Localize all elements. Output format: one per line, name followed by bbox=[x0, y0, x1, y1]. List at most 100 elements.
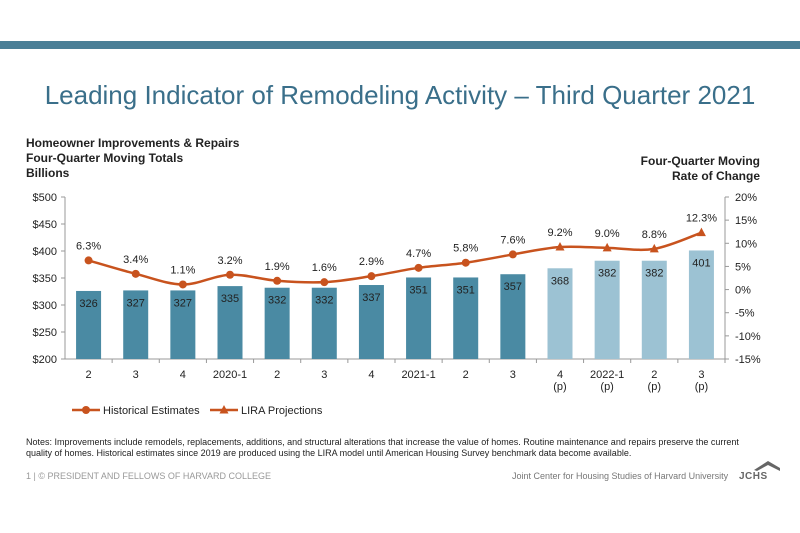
right-tick-label: 10% bbox=[735, 238, 757, 250]
bar-value-label: 382 bbox=[645, 268, 663, 280]
x-category-label: 2 bbox=[274, 369, 280, 381]
x-projection-mark: (p) bbox=[600, 381, 613, 393]
x-category-label: 4 bbox=[557, 369, 563, 381]
rate-label: 9.0% bbox=[595, 228, 620, 240]
bar bbox=[594, 260, 620, 359]
bar bbox=[641, 260, 667, 359]
right-axis-title: Four-Quarter Moving Rate of Change bbox=[641, 154, 760, 184]
projection-marker bbox=[649, 243, 659, 253]
institution-footer: Joint Center for Housing Studies of Harv… bbox=[512, 471, 729, 481]
bar-value-label: 351 bbox=[409, 284, 427, 296]
historical-marker bbox=[461, 258, 470, 267]
rate-label: 8.8% bbox=[642, 229, 667, 241]
x-category-label: 2 bbox=[463, 369, 469, 381]
x-category-label: 2021-1 bbox=[401, 369, 435, 381]
right-tick-label: 0% bbox=[735, 285, 751, 297]
page-title: Leading Indicator of Remodeling Activity… bbox=[44, 80, 756, 110]
historical-marker bbox=[367, 272, 376, 281]
rate-label: 5.8% bbox=[453, 243, 478, 255]
rate-label: 3.4% bbox=[123, 254, 148, 266]
copyright-footer: 1 | © PRESIDENT AND FELLOWS OF HARVARD C… bbox=[26, 471, 272, 481]
bar-value-label: 335 bbox=[221, 293, 239, 305]
left-tick-label: $350 bbox=[33, 273, 57, 285]
historical-marker bbox=[84, 256, 93, 265]
jchs-logo-text: JCHS bbox=[739, 471, 768, 482]
right-tick-label: 5% bbox=[735, 261, 751, 273]
x-category-label: 2 bbox=[86, 369, 92, 381]
bar bbox=[547, 268, 573, 359]
projection-marker bbox=[696, 227, 706, 237]
bar-value-label: 337 bbox=[362, 292, 380, 304]
bar-value-label: 351 bbox=[457, 284, 475, 296]
bar-value-label: 327 bbox=[127, 297, 145, 309]
left-tick-label: $300 bbox=[33, 300, 57, 312]
left-tick-label: $200 bbox=[33, 354, 57, 366]
x-projection-mark: (p) bbox=[553, 381, 566, 393]
bar-value-label: 357 bbox=[504, 281, 522, 293]
right-tick-label: 20% bbox=[735, 192, 757, 204]
x-category-label: 4 bbox=[368, 369, 374, 381]
legend-projection-marker bbox=[219, 405, 229, 414]
top-accent-bar bbox=[0, 41, 800, 49]
x-category-label: 3 bbox=[510, 369, 516, 381]
left-axis-title-line: Billions bbox=[26, 166, 70, 180]
right-axis-title-line: Four-Quarter Moving bbox=[640, 154, 760, 168]
rate-label: 6.3% bbox=[76, 240, 101, 252]
historical-marker bbox=[508, 250, 517, 259]
right-tick-label: -15% bbox=[735, 354, 761, 366]
historical-marker bbox=[131, 269, 140, 278]
bar bbox=[311, 287, 337, 359]
jchs-house-logo-icon bbox=[754, 461, 780, 471]
historical-marker bbox=[178, 280, 187, 289]
bar bbox=[358, 285, 384, 359]
x-category-label: 2022-1 bbox=[590, 369, 624, 381]
bar-value-label: 368 bbox=[551, 275, 569, 287]
bar-value-label: 332 bbox=[268, 295, 286, 307]
legend-historical-label: Historical Estimates bbox=[103, 405, 200, 417]
bar-value-label: 332 bbox=[315, 295, 333, 307]
x-category-label: 2 bbox=[651, 369, 657, 381]
bar bbox=[688, 250, 714, 359]
bar bbox=[453, 277, 479, 359]
rate-label: 4.7% bbox=[406, 248, 431, 260]
bar bbox=[123, 290, 149, 359]
historical-marker bbox=[414, 263, 423, 272]
right-axis-title-line: Rate of Change bbox=[671, 169, 760, 183]
rate-label: 12.3% bbox=[686, 213, 717, 225]
bar-value-label: 382 bbox=[598, 268, 616, 280]
rate-label: 2.9% bbox=[359, 256, 384, 268]
x-category-label: 3 bbox=[321, 369, 327, 381]
left-axis-title-line: Homeowner Improvements & Repairs bbox=[26, 136, 240, 150]
left-tick-label: $500 bbox=[33, 192, 57, 204]
projection-marker bbox=[602, 242, 612, 252]
rate-label: 7.6% bbox=[500, 234, 525, 246]
bar bbox=[406, 277, 432, 359]
remodeling-chart: $200 $250 $300 $350 $400 $450 $500 -15% -10% -5% 0… bbox=[33, 192, 761, 417]
projection-marker bbox=[555, 241, 565, 251]
rate-label: 1.1% bbox=[170, 264, 195, 276]
bar bbox=[170, 290, 196, 359]
legend-historical-marker bbox=[82, 406, 90, 414]
bar bbox=[76, 290, 102, 359]
notes-text: Notes: Improvements include remodels, re… bbox=[26, 437, 739, 458]
historical-marker bbox=[320, 278, 329, 287]
x-category-label: 4 bbox=[180, 369, 186, 381]
left-tick-label: $450 bbox=[33, 219, 57, 231]
right-tick-label: 15% bbox=[735, 215, 757, 227]
x-category-label: 3 bbox=[698, 369, 704, 381]
x-projection-mark: (p) bbox=[695, 381, 708, 393]
bar bbox=[500, 274, 526, 359]
x-projection-mark: (p) bbox=[648, 381, 661, 393]
rate-label: 3.2% bbox=[217, 255, 242, 267]
rate-label: 9.2% bbox=[547, 227, 572, 239]
historical-line bbox=[88, 253, 514, 286]
left-tick-label: $400 bbox=[33, 246, 57, 258]
legend-projection-label: LIRA Projections bbox=[241, 405, 323, 417]
rate-label: 1.9% bbox=[265, 261, 290, 273]
historical-marker bbox=[273, 276, 282, 285]
right-tick-label: -10% bbox=[735, 331, 761, 343]
rate-label: 1.6% bbox=[312, 262, 337, 274]
left-tick-label: $250 bbox=[33, 327, 57, 339]
x-category-label: 2020-1 bbox=[213, 369, 247, 381]
bar-value-label: 326 bbox=[79, 298, 97, 310]
